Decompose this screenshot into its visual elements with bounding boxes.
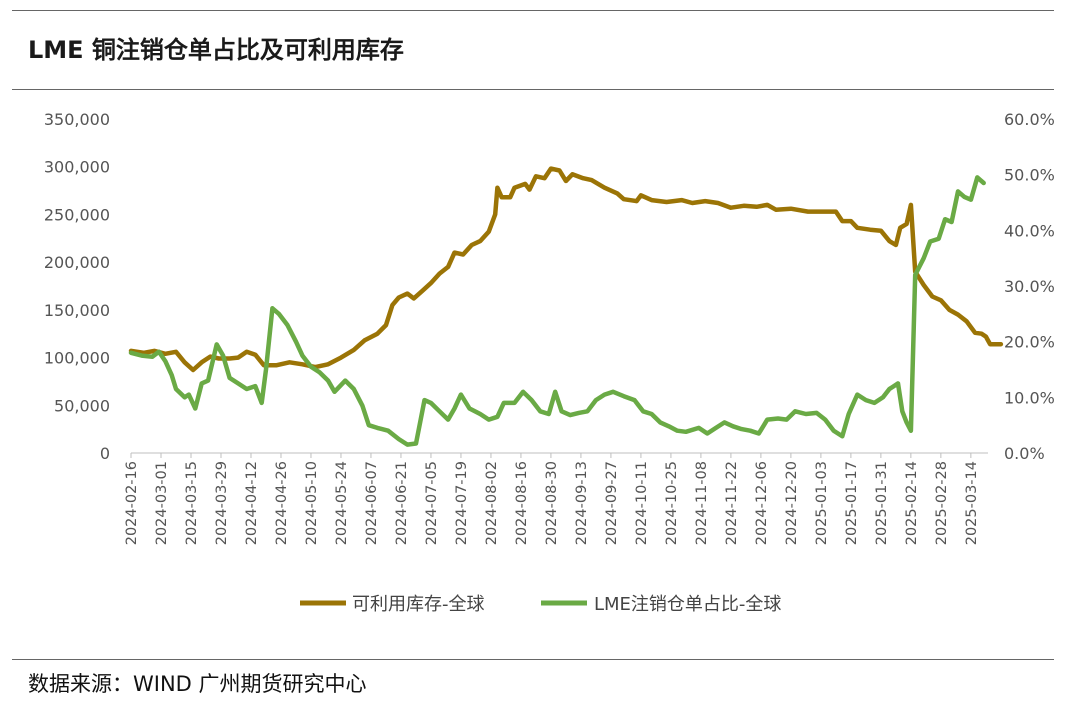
left-tick-label: 200,000	[44, 253, 110, 272]
right-tick-label: 40.0%	[1004, 221, 1055, 240]
series-layer	[128, 166, 1004, 447]
top-rule	[12, 10, 1054, 11]
right-tick-label: 30.0%	[1004, 277, 1055, 296]
x-tick-label: 2024-10-25	[664, 461, 680, 545]
x-tick-label: 2025-01-03	[814, 461, 830, 545]
x-tick-label: 2024-12-20	[784, 461, 800, 545]
left-tick-label: 300,000	[44, 158, 110, 177]
legend-label: 可利用库存-全球	[352, 594, 485, 615]
x-tick-label: 2025-02-14	[904, 461, 920, 545]
source-note: 数据来源：WIND 广州期货研究中心	[28, 672, 367, 696]
left-tick-label: 50,000	[54, 396, 110, 415]
x-tick-label: 2024-08-16	[514, 461, 530, 545]
series-line-inventory	[128, 166, 1004, 373]
x-tick-label: 2024-04-12	[244, 461, 260, 545]
footer-rule	[12, 659, 1054, 660]
legend: 可利用库存-全球 LME注销仓单占比-全球	[300, 594, 781, 615]
x-tick-label: 2024-08-30	[544, 461, 560, 545]
right-tick-label: 10.0%	[1004, 388, 1055, 407]
right-axis: 0.0% 10.0% 20.0% 30.0% 40.0% 50.0% 60.0%	[1004, 110, 1055, 463]
x-tick-label: 2024-03-29	[214, 461, 230, 545]
x-tick-label: 2024-11-22	[724, 461, 740, 545]
series-line-cancelled-ratio	[128, 175, 986, 447]
x-tick-label: 2024-02-16	[124, 461, 140, 545]
x-tick-label: 2024-06-21	[394, 461, 410, 545]
x-tick-label: 2024-03-01	[154, 461, 170, 545]
left-axis: 0 50,000 100,000 150,000 200,000 250,000 300,0…	[44, 110, 110, 463]
right-tick-label: 0.0%	[1004, 444, 1045, 463]
legend-label: LME注销仓单占比-全球	[594, 594, 781, 615]
x-axis: 2024-02-16 2024-03-01 2024-03-15 2024-03-29…	[124, 452, 988, 545]
x-tick-label: 2024-05-24	[334, 461, 350, 545]
right-tick-label: 20.0%	[1004, 333, 1055, 352]
left-tick-label: 0	[100, 444, 110, 463]
left-tick-label: 250,000	[44, 205, 110, 224]
right-tick-label: 50.0%	[1004, 166, 1055, 185]
x-tick-label: 2025-03-14	[964, 461, 980, 545]
x-tick-label: 2024-06-07	[364, 461, 380, 545]
left-tick-label: 100,000	[44, 349, 110, 368]
x-tick-label: 2024-03-15	[184, 461, 200, 545]
x-tick-label: 2024-08-02	[484, 461, 500, 545]
x-tick-label: 2024-05-10	[304, 461, 320, 545]
x-tick-label: 2024-10-11	[634, 461, 650, 545]
title-rule	[12, 89, 1054, 90]
x-tick-label: 2024-07-19	[454, 461, 470, 545]
x-tick-label: 2024-07-05	[424, 461, 440, 545]
page-title: LME 铜注销仓单占比及可利用库存	[28, 36, 404, 64]
x-tick-label: 2024-04-26	[274, 461, 290, 545]
left-tick-label: 350,000	[44, 110, 110, 129]
x-tick-label: 2025-02-28	[934, 461, 950, 545]
left-tick-label: 150,000	[44, 301, 110, 320]
right-tick-label: 60.0%	[1004, 110, 1055, 129]
x-tick-label: 2024-12-06	[754, 461, 770, 545]
x-tick-label: 2025-01-31	[874, 461, 890, 545]
x-tick-label: 2024-09-13	[574, 461, 590, 545]
x-tick-label: 2025-01-17	[844, 461, 860, 545]
x-tick-label: 2024-09-27	[604, 461, 620, 545]
x-tick-label: 2024-11-08	[694, 461, 710, 545]
